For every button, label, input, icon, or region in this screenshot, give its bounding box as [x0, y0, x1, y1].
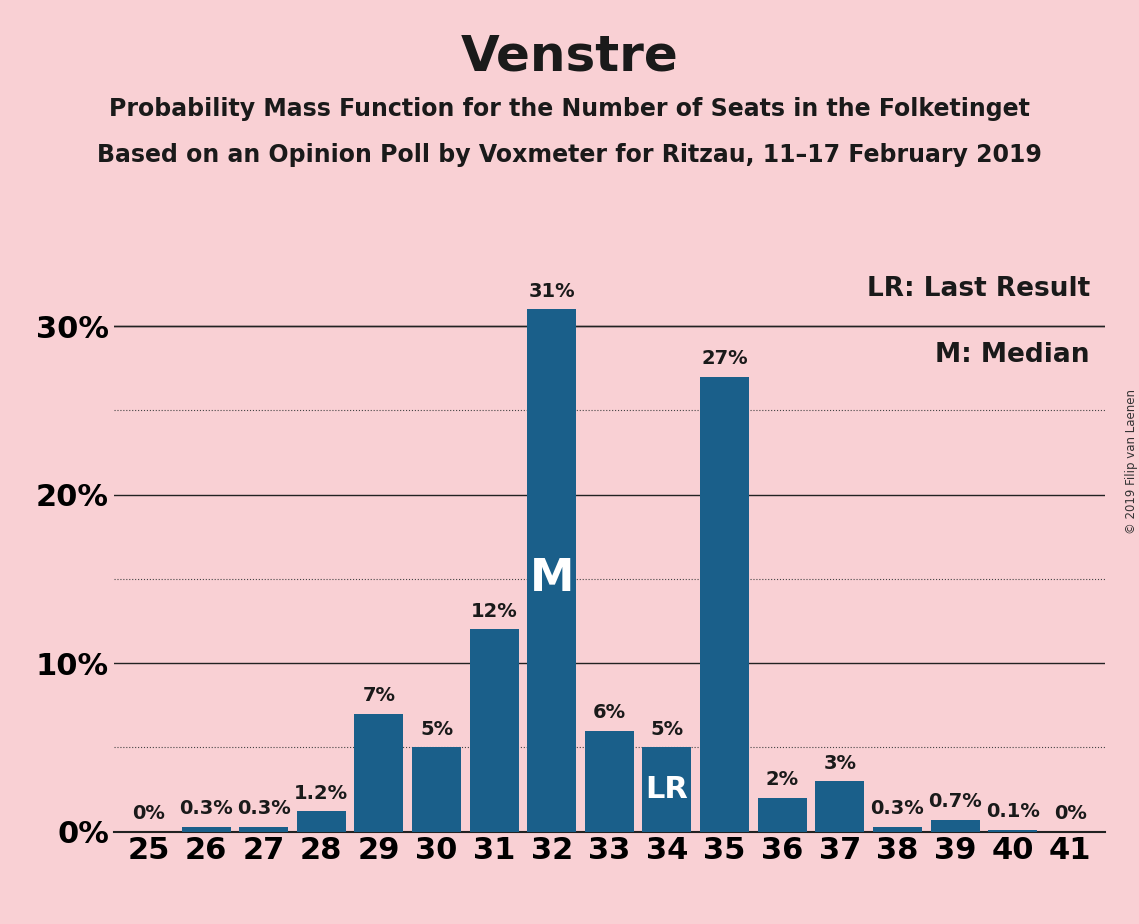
- Text: 0.3%: 0.3%: [237, 799, 290, 818]
- Text: Based on an Opinion Poll by Voxmeter for Ritzau, 11–17 February 2019: Based on an Opinion Poll by Voxmeter for…: [97, 143, 1042, 167]
- Text: M: Median: M: Median: [935, 342, 1090, 368]
- Text: 0%: 0%: [132, 804, 165, 823]
- Text: 31%: 31%: [528, 282, 575, 301]
- Bar: [412, 748, 461, 832]
- Bar: [181, 827, 230, 832]
- Text: 2%: 2%: [765, 771, 798, 789]
- Text: 27%: 27%: [702, 349, 748, 369]
- Bar: [354, 713, 403, 832]
- Text: LR: LR: [646, 775, 688, 804]
- Bar: [239, 827, 288, 832]
- Text: 3%: 3%: [823, 754, 857, 772]
- Bar: [297, 811, 346, 832]
- Text: 1.2%: 1.2%: [294, 784, 349, 803]
- Text: © 2019 Filip van Laenen: © 2019 Filip van Laenen: [1124, 390, 1138, 534]
- Text: 0.1%: 0.1%: [985, 802, 1040, 821]
- Text: 0.3%: 0.3%: [870, 799, 925, 818]
- Text: 0%: 0%: [1054, 804, 1087, 823]
- Bar: [469, 629, 518, 832]
- Bar: [700, 377, 749, 832]
- Text: 12%: 12%: [470, 602, 517, 621]
- Text: 0.7%: 0.7%: [928, 793, 982, 811]
- Text: 0.3%: 0.3%: [179, 799, 233, 818]
- Text: 6%: 6%: [592, 703, 626, 722]
- Text: M: M: [530, 557, 574, 601]
- Bar: [757, 798, 806, 832]
- Text: 5%: 5%: [420, 720, 453, 739]
- Bar: [872, 827, 921, 832]
- Text: Probability Mass Function for the Number of Seats in the Folketinget: Probability Mass Function for the Number…: [109, 97, 1030, 121]
- Text: 7%: 7%: [362, 687, 395, 705]
- Bar: [931, 820, 980, 832]
- Bar: [527, 310, 576, 832]
- Bar: [642, 748, 691, 832]
- Text: Venstre: Venstre: [460, 32, 679, 80]
- Bar: [816, 781, 865, 832]
- Text: 5%: 5%: [650, 720, 683, 739]
- Text: LR: Last Result: LR: Last Result: [867, 276, 1090, 302]
- Bar: [585, 731, 633, 832]
- Bar: [989, 830, 1038, 832]
